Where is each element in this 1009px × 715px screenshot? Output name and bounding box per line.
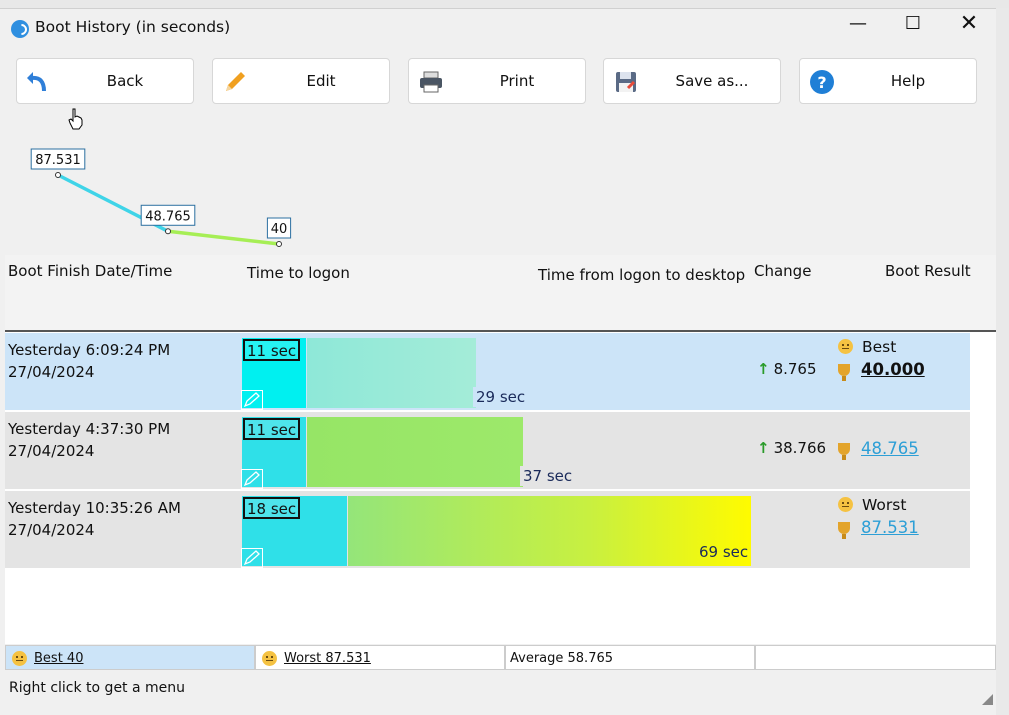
boot-time: Yesterday 10:35:26 AM xyxy=(8,499,181,517)
desktop-time-bar xyxy=(307,417,523,487)
boot-date: 27/04/2024 xyxy=(8,521,95,539)
header-logon[interactable]: Time to logon xyxy=(247,264,350,282)
app-icon xyxy=(11,20,29,38)
edit-pencil-icon[interactable] xyxy=(241,390,263,410)
status-bar-text: Right click to get a menu xyxy=(9,680,186,696)
sparkline-segment xyxy=(167,229,280,246)
boot-date: 27/04/2024 xyxy=(8,442,95,460)
logon-time-label: 11 sec xyxy=(243,339,301,361)
sparkline-label: 48.765 xyxy=(145,209,191,224)
desktop-time-label: 69 sec xyxy=(699,543,749,561)
title-bar: Boot History (in seconds) — ☐ ✕ xyxy=(0,8,1009,46)
trophy-icon xyxy=(838,364,850,381)
smiley-icon xyxy=(262,651,277,666)
result-tag-text: Best xyxy=(862,338,897,356)
header-change[interactable]: Change xyxy=(754,262,812,280)
pencil-icon xyxy=(221,68,249,96)
maximize-button[interactable]: ☐ xyxy=(904,12,922,34)
footer-average-text: Average 58.765 xyxy=(510,651,614,666)
sparkline-point xyxy=(165,228,171,235)
smiley-icon xyxy=(838,339,853,354)
header-result[interactable]: Boot Result xyxy=(885,262,971,280)
edit-button[interactable]: Edit xyxy=(212,58,390,104)
header-date[interactable]: Boot Finish Date/Time xyxy=(8,262,173,280)
footer-best[interactable]: Best 40 xyxy=(5,645,255,670)
sparkline-point xyxy=(276,241,282,247)
result-tag: Best xyxy=(838,338,896,356)
save-as-button[interactable]: Save as... xyxy=(603,58,781,104)
trophy-icon xyxy=(838,522,850,539)
change-text: 8.765 xyxy=(773,360,817,378)
back-button[interactable]: Back xyxy=(16,58,194,104)
back-label: Back xyxy=(106,72,144,90)
hand-cursor-icon xyxy=(68,108,84,134)
result-link[interactable]: 48.765 xyxy=(861,439,919,458)
up-arrow-icon: ↑ xyxy=(757,360,770,378)
boot-time-sparkline: 87.531 48.765 40 xyxy=(30,148,292,247)
boot-datetime: Yesterday 6:09:24 PM 27/04/2024 xyxy=(8,339,170,383)
trophy-icon xyxy=(838,443,850,460)
result-tag: Worst xyxy=(838,496,906,514)
header-desktop[interactable]: Time from logon to desktop xyxy=(538,266,746,284)
print-label: Print xyxy=(499,72,535,90)
printer-icon xyxy=(417,68,445,96)
result-value[interactable]: 48.765 xyxy=(838,439,919,460)
save-as-label: Save as... xyxy=(675,72,749,90)
sparkline-point xyxy=(55,172,61,178)
floppy-disk-icon xyxy=(612,68,640,96)
print-button[interactable]: Print xyxy=(408,58,586,104)
window-title: Boot History (in seconds) xyxy=(35,18,231,36)
desktop-time-label: 37 sec xyxy=(520,466,576,486)
sparkline-label-box xyxy=(30,148,86,170)
footer-worst[interactable]: Worst 87.531 xyxy=(255,645,505,670)
logon-time-label: 18 sec xyxy=(243,497,301,519)
result-link[interactable]: 87.531 xyxy=(861,518,919,537)
boot-date: 27/04/2024 xyxy=(8,363,95,381)
change-value: ↑ 38.766 xyxy=(757,439,826,457)
smiley-icon xyxy=(12,651,27,666)
help-label: Help xyxy=(890,72,926,90)
footer-best-link[interactable]: Best 40 xyxy=(34,651,84,666)
minimize-button[interactable]: — xyxy=(849,12,867,34)
help-button[interactable]: ? Help xyxy=(799,58,977,104)
boot-datetime: Yesterday 10:35:26 AM 27/04/2024 xyxy=(8,497,181,541)
footer-average: Average 58.765 xyxy=(505,645,755,670)
result-value[interactable]: 40.000 xyxy=(838,360,925,381)
logon-time-label: 11 sec xyxy=(243,418,301,440)
table-row[interactable]: Yesterday 4:37:30 PM 27/04/2024 11 sec 37 s… xyxy=(5,412,970,489)
change-value: ↑ 8.765 xyxy=(757,360,817,378)
resize-grip[interactable] xyxy=(982,694,993,705)
smiley-icon xyxy=(838,497,853,512)
close-button[interactable]: ✕ xyxy=(959,10,979,36)
grid-header: Boot Finish Date/Time Time to logon Time… xyxy=(5,255,996,332)
desktop-time-bar xyxy=(348,496,751,566)
svg-text:?: ? xyxy=(817,73,826,92)
sparkline-label: 87.531 xyxy=(35,153,81,168)
result-value[interactable]: 87.531 xyxy=(838,518,919,539)
desktop-time-bar xyxy=(307,338,476,408)
footer-worst-link[interactable]: Worst 87.531 xyxy=(284,651,371,666)
edit-pencil-icon[interactable] xyxy=(241,469,263,489)
table-row[interactable]: Yesterday 10:35:26 AM 27/04/2024 18 sec 69 … xyxy=(5,491,970,568)
result-tag-text: Worst xyxy=(862,496,907,514)
footer-empty xyxy=(755,645,996,670)
change-text: 38.766 xyxy=(773,439,827,457)
desktop-time-label: 29 sec xyxy=(473,387,529,407)
window-right-edge xyxy=(996,8,1009,715)
boot-time: Yesterday 6:09:24 PM xyxy=(8,341,171,359)
sparkline-label-box xyxy=(266,217,292,239)
help-question-icon: ? xyxy=(808,68,836,96)
result-link[interactable]: 40.000 xyxy=(861,360,925,379)
edit-label: Edit xyxy=(306,72,336,90)
boot-datetime: Yesterday 4:37:30 PM 27/04/2024 xyxy=(8,418,170,462)
boot-time: Yesterday 4:37:30 PM xyxy=(8,420,171,438)
edit-pencil-icon[interactable] xyxy=(241,548,263,568)
back-arrow-icon xyxy=(25,68,53,96)
table-row[interactable]: Yesterday 6:09:24 PM 27/04/2024 11 sec 29 s… xyxy=(5,333,970,410)
up-arrow-icon: ↑ xyxy=(757,439,770,457)
sparkline-label-box xyxy=(140,204,196,226)
background-window-strip xyxy=(0,0,1009,9)
sparkline-label: 40 xyxy=(271,222,288,237)
